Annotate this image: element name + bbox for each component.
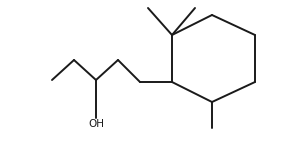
Text: OH: OH xyxy=(88,119,104,129)
